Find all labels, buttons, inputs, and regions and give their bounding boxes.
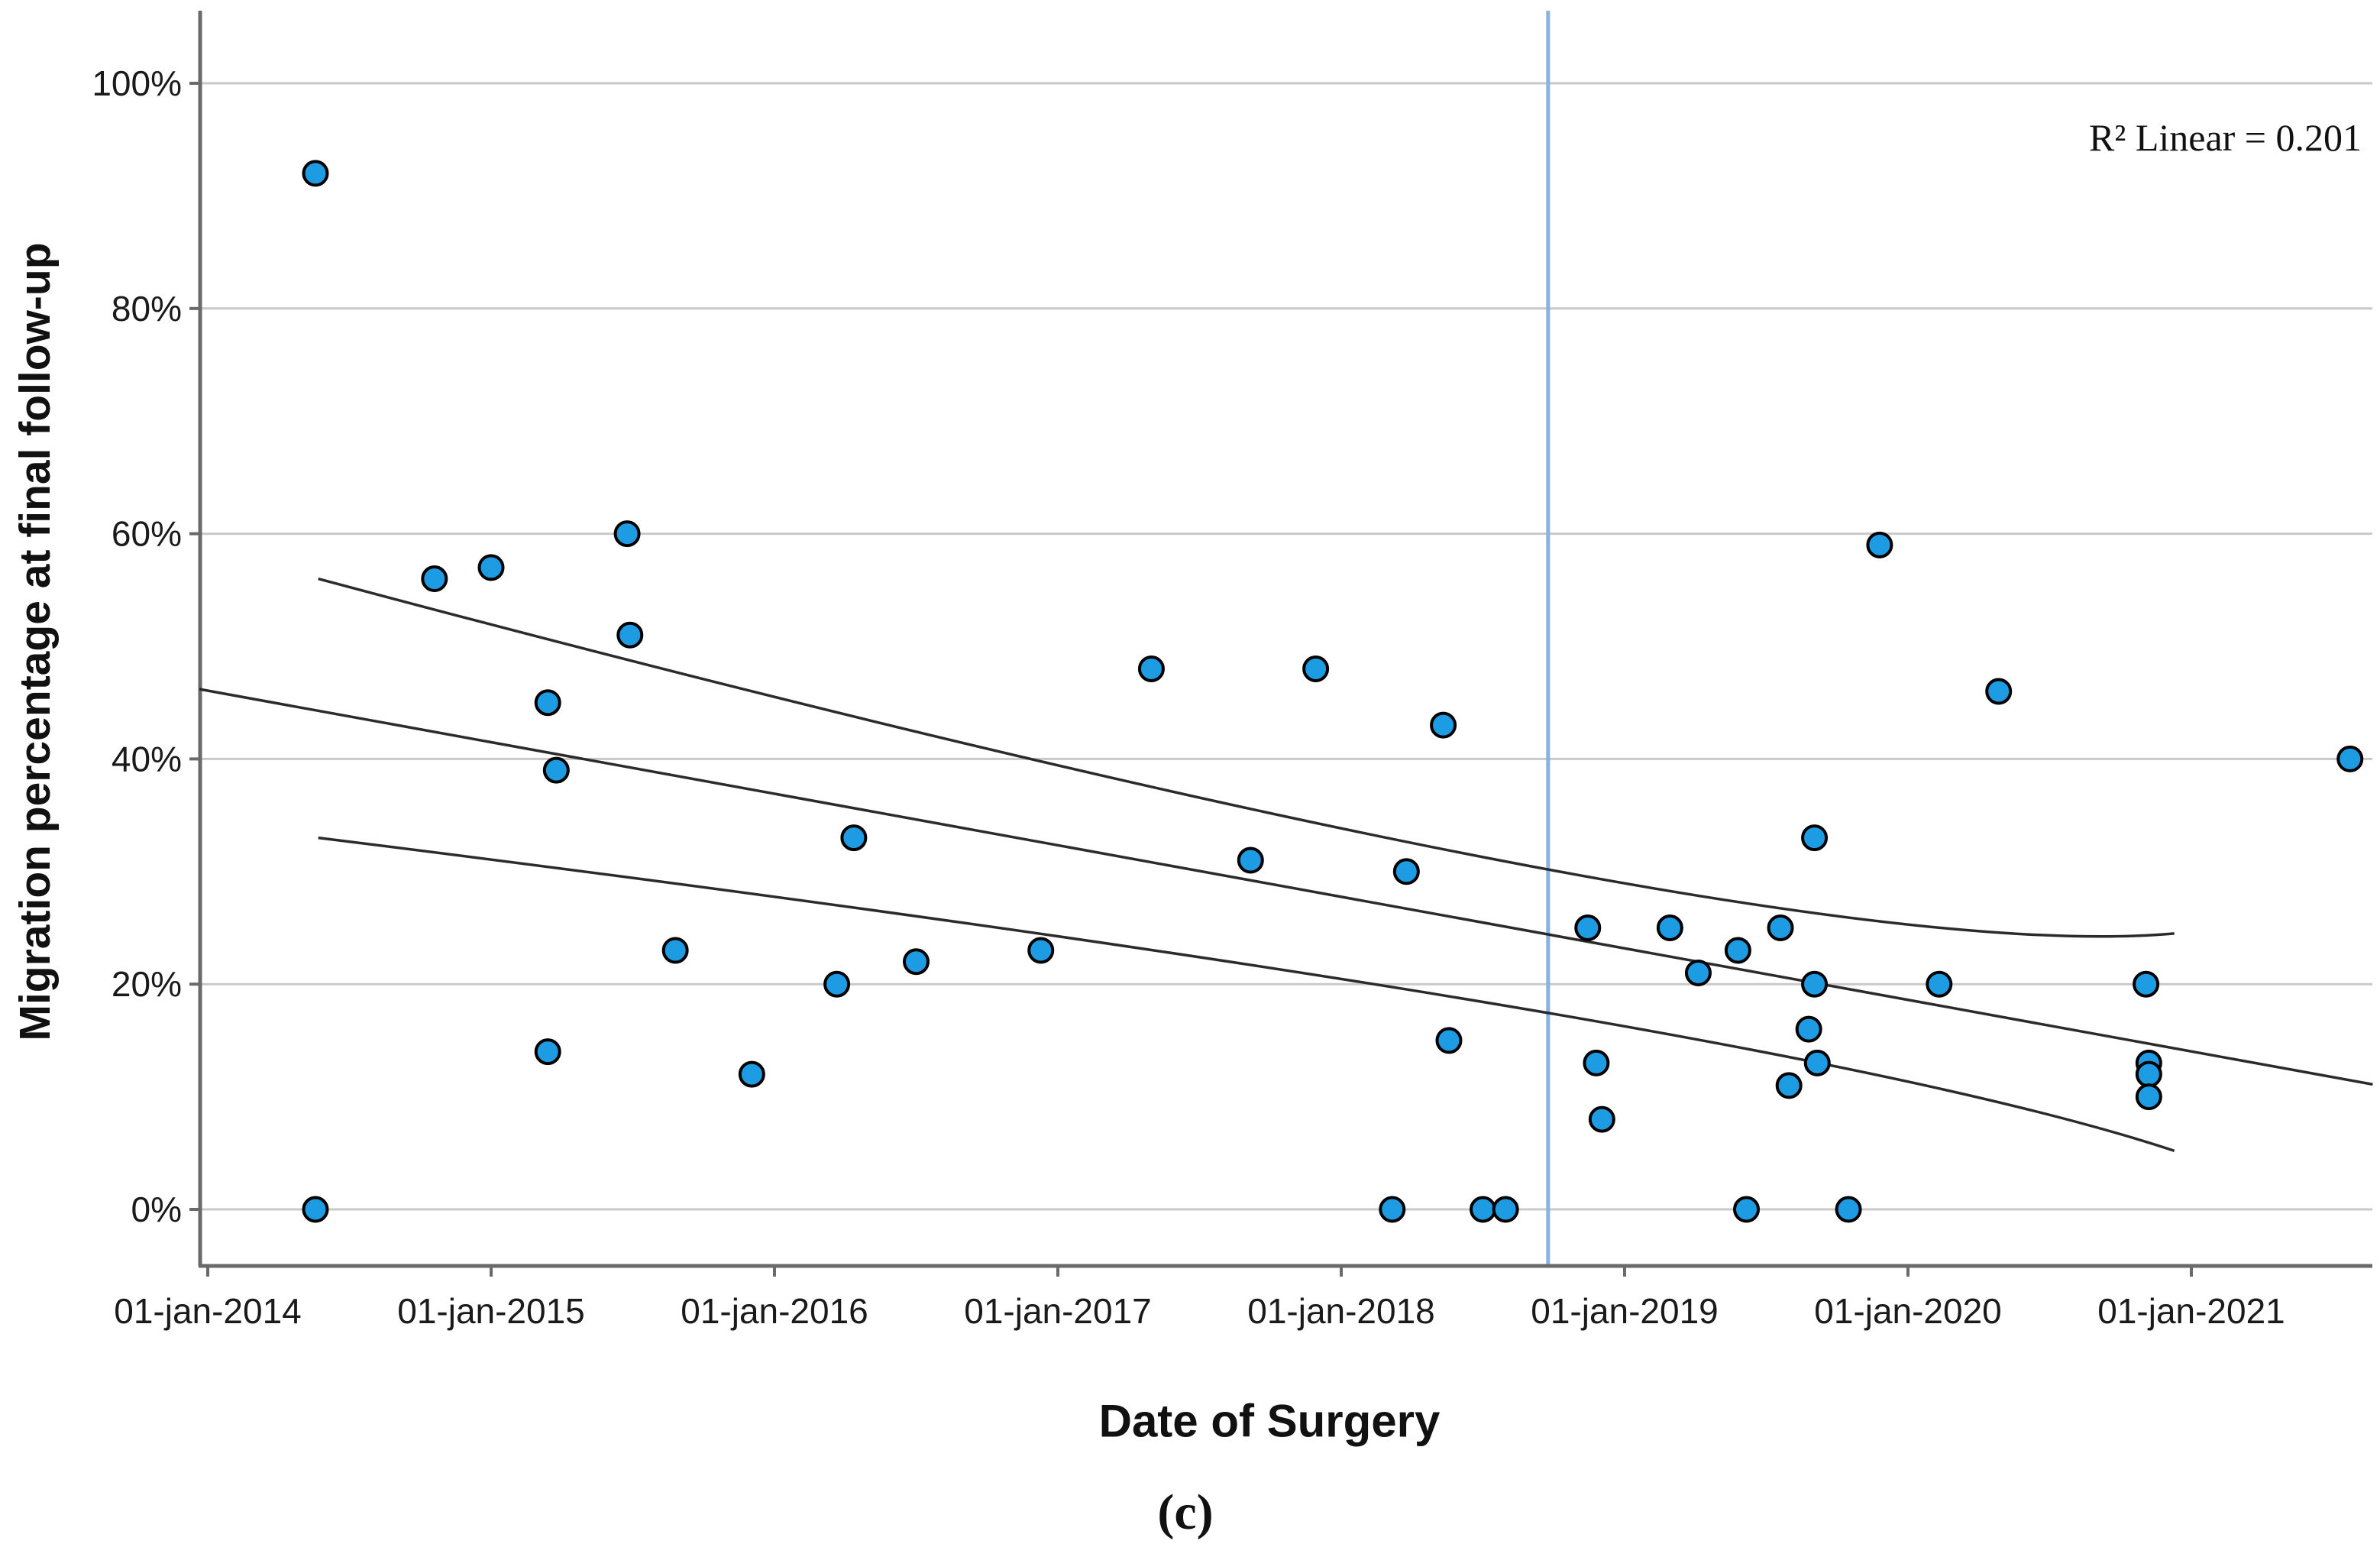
data-point	[1492, 1196, 1519, 1223]
x-tick-label: 01-jan-2019	[1531, 1291, 1719, 1331]
x-tick-label: 01-jan-2017	[964, 1291, 1152, 1331]
ci-lower-curve	[318, 836, 2175, 1153]
data-point	[1733, 1196, 1761, 1223]
y-tick-label: 20%	[112, 964, 182, 1004]
data-point	[2135, 1060, 2162, 1088]
data-point	[2135, 1083, 2162, 1111]
data-point	[1775, 1072, 1803, 1099]
data-point	[1379, 1196, 1406, 1223]
y-tick-label: 40%	[112, 739, 182, 778]
data-point	[1866, 531, 1893, 558]
data-point	[302, 1196, 329, 1223]
y-tick-label: 80%	[112, 289, 182, 329]
r-squared-annotation: R² Linear = 0.201	[2088, 116, 2362, 159]
data-point	[542, 756, 570, 784]
data-point	[613, 520, 641, 548]
data-point	[1795, 1015, 1822, 1043]
data-point	[2133, 970, 2160, 998]
y-tick-label: 100%	[92, 63, 182, 103]
data-point	[1985, 678, 2013, 705]
data-point	[1767, 914, 1794, 941]
data-point	[738, 1060, 765, 1088]
data-point	[1926, 970, 1953, 998]
data-point	[1835, 1196, 1862, 1223]
regression-line	[199, 688, 2373, 1086]
data-point	[1801, 970, 1829, 998]
data-point	[1801, 824, 1829, 852]
data-point	[1137, 655, 1165, 682]
data-point	[2336, 745, 2364, 772]
data-point	[823, 970, 851, 998]
data-point	[616, 621, 644, 649]
data-point	[302, 160, 329, 187]
data-point	[1588, 1105, 1615, 1133]
data-point	[1435, 1027, 1463, 1054]
data-point	[1583, 1049, 1610, 1076]
panel-caption: (c)	[1157, 1484, 1214, 1540]
ci-upper-curve	[318, 577, 2175, 938]
data-point	[534, 689, 561, 717]
data-point	[1027, 937, 1055, 964]
y-tick-label: 0%	[131, 1190, 182, 1229]
data-point	[661, 937, 689, 964]
x-tick-label: 01-jan-2021	[2097, 1291, 2285, 1331]
x-axis-title: Date of Surgery	[1098, 1395, 1441, 1447]
data-point	[840, 824, 868, 852]
y-axis-title: Migration percentage at final follow-up	[11, 242, 60, 1041]
data-point	[1684, 959, 1712, 986]
data-point	[1803, 1049, 1831, 1076]
x-tick-label: 01-jan-2015	[397, 1291, 585, 1331]
x-tick-label: 01-jan-2018	[1247, 1291, 1435, 1331]
data-point	[421, 565, 448, 593]
x-tick-label: 01-jan-2016	[681, 1291, 868, 1331]
x-tick-label: 01-jan-2014	[114, 1291, 302, 1331]
data-point	[1470, 1196, 1496, 1223]
data-point	[534, 1038, 561, 1066]
data-point	[477, 554, 505, 581]
data-point	[1656, 914, 1683, 941]
x-tick-label: 01-jan-2020	[1814, 1291, 2002, 1331]
data-point	[1302, 655, 1330, 682]
data-point	[1724, 937, 1751, 964]
data-point	[903, 948, 930, 976]
data-point	[1392, 858, 1420, 885]
data-point	[1237, 846, 1264, 874]
y-tick-label: 60%	[112, 514, 182, 554]
data-point	[1430, 711, 1457, 739]
data-point	[1574, 914, 1602, 941]
